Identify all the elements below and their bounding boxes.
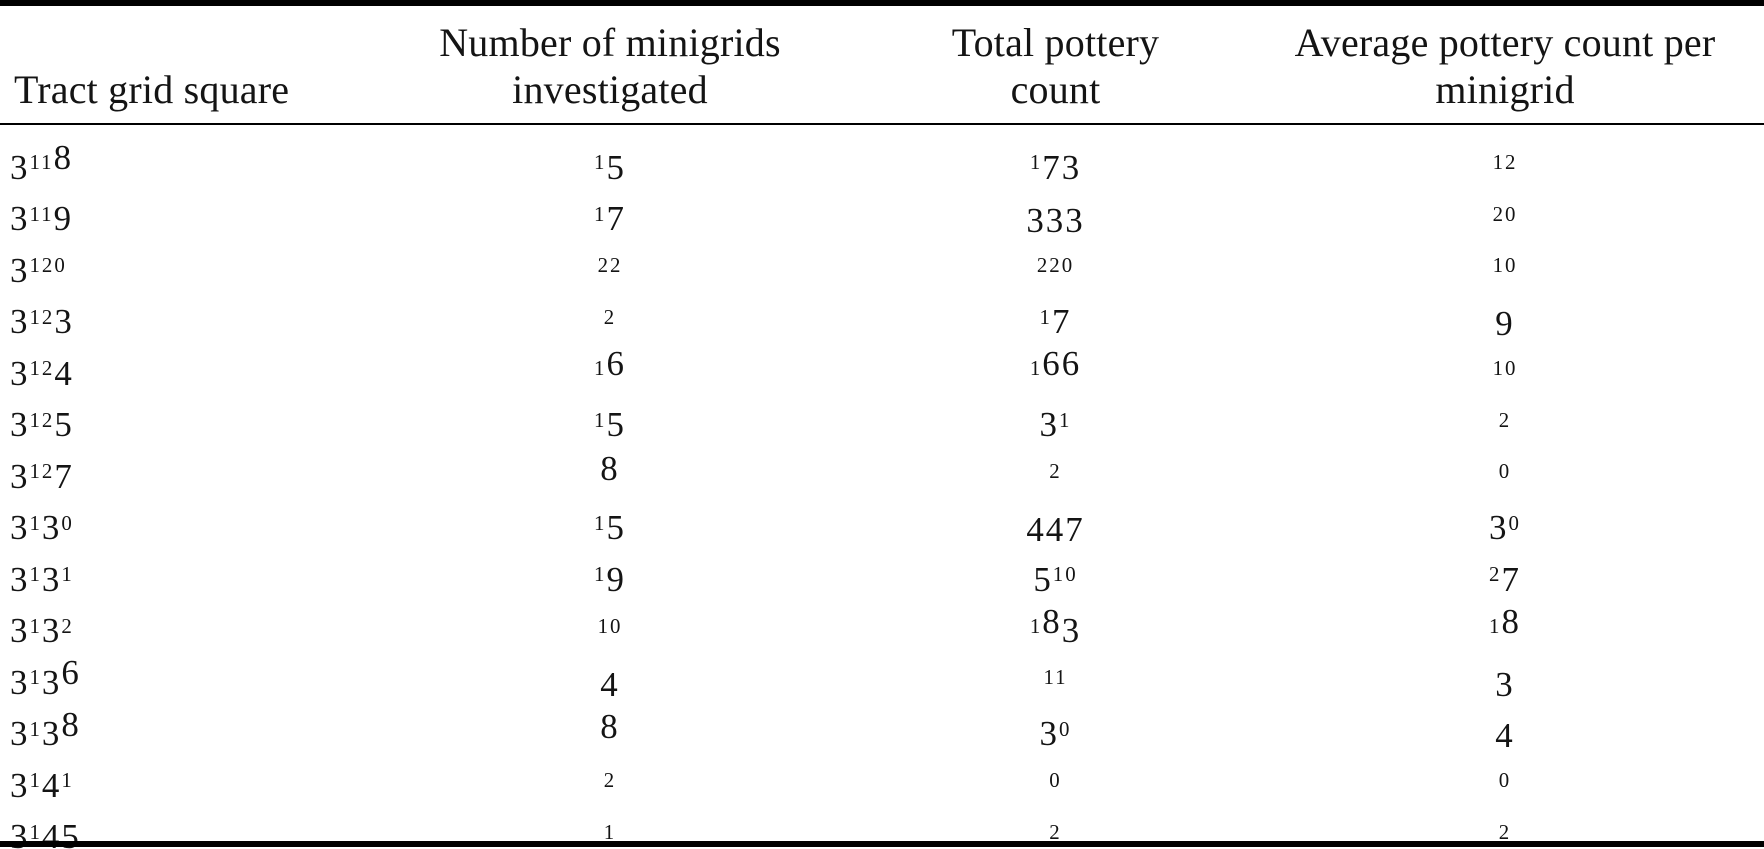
cell-minigrids-investigated: 16 (594, 344, 626, 383)
cell-total-pottery-count: 30 (1039, 714, 1072, 754)
cell-minigrids-investigated: 10 (597, 613, 623, 638)
cell-minigrids-investigated: 15 (594, 147, 626, 187)
table-top-rule (0, 0, 1764, 6)
cell-minigrids-investigated: 22 (597, 253, 623, 277)
table-row: 3141 2 0 0 (0, 752, 1764, 805)
cell-average-pottery-count: 10 (1492, 356, 1518, 380)
cell-total-pottery-count: 31 (1039, 405, 1072, 445)
table-header-row: Tract grid square Number of minigrids in… (0, 6, 1764, 125)
column-header-total-pottery-count: Total pottery count (865, 6, 1246, 125)
cell-minigrids-investigated: 8 (600, 706, 620, 746)
cell-total-pottery-count: 183 (1029, 601, 1082, 651)
cell-tract-grid-square: 3130 (10, 508, 74, 548)
table-row: 3120 22 220 10 (0, 237, 1764, 290)
table-row: 3127 8 2 0 (0, 443, 1764, 496)
pottery-count-table: Tract grid square Number of minigrids in… (0, 6, 1764, 849)
cell-minigrids-investigated: 2 (603, 768, 617, 792)
cell-total-pottery-count: 0 (1049, 768, 1062, 792)
cell-average-pottery-count: 2 (1498, 407, 1512, 432)
cell-average-pottery-count: 10 (1492, 253, 1518, 277)
table-row: 3119 17 333 20 (0, 186, 1764, 241)
table-header: Tract grid square Number of minigrids in… (0, 6, 1764, 125)
cell-total-pottery-count: 2 (1049, 819, 1062, 844)
table-row: 3124 16 166 10 (0, 340, 1764, 393)
table-row: 3132 10 183 18 (0, 598, 1764, 651)
column-header-number-of-minigrids: Number of minigrids investigated (355, 6, 865, 125)
cell-tract-grid-square: 3123 (10, 302, 74, 342)
table-row: 3131 19 510 27 (0, 546, 1764, 599)
cell-average-pottery-count: 4 (1495, 716, 1515, 756)
cell-tract-grid-square: 3125 (10, 405, 74, 445)
cell-tract-grid-square: 3127 (10, 456, 74, 496)
cell-total-pottery-count: 220 (1036, 253, 1075, 277)
cell-total-pottery-count: 447 (1026, 510, 1085, 550)
cell-average-pottery-count: 0 (1498, 459, 1512, 483)
table-row: 3123 2 17 9 (0, 289, 1764, 344)
table-bottom-rule (0, 841, 1764, 847)
table-body: 3118 15 173 12 3119 17 333 20 3120 22 22… (0, 124, 1764, 849)
cell-tract-grid-square: 3131 (10, 559, 74, 599)
cell-average-pottery-count: 3 (1495, 664, 1515, 704)
cell-average-pottery-count: 2 (1498, 819, 1512, 844)
cell-minigrids-investigated: 8 (600, 449, 620, 488)
cell-tract-grid-square: 3120 (10, 250, 67, 290)
table-row: 3138 8 30 4 (0, 701, 1764, 756)
cell-average-pottery-count: 12 (1492, 150, 1518, 174)
table-row: 3118 15 173 12 (0, 124, 1764, 187)
cell-tract-grid-square: 3119 (10, 199, 74, 239)
cell-total-pottery-count: 17 (1039, 302, 1072, 342)
cell-total-pottery-count: 2 (1049, 459, 1062, 483)
table-row: 3125 15 31 2 (0, 392, 1764, 444)
cell-minigrids-investigated: 4 (600, 664, 620, 704)
cell-tract-grid-square: 3124 (10, 353, 74, 393)
cell-minigrids-investigated: 2 (603, 304, 617, 329)
cell-total-pottery-count: 166 (1029, 344, 1082, 383)
cell-tract-grid-square: 3141 (10, 765, 74, 805)
cell-tract-grid-square: 3132 (10, 611, 74, 651)
cell-average-pottery-count: 20 (1492, 201, 1518, 226)
cell-tract-grid-square: 3136 (10, 653, 81, 702)
cell-average-pottery-count: 9 (1495, 304, 1515, 344)
cell-minigrids-investigated: 15 (594, 405, 626, 445)
column-header-average-pottery-count: Average pottery count per minigrid (1246, 6, 1764, 125)
table-row: 3130 15 447 30 (0, 495, 1764, 550)
cell-average-pottery-count: 27 (1489, 559, 1521, 599)
cell-minigrids-investigated: 19 (594, 559, 626, 599)
cell-total-pottery-count: 11 (1043, 665, 1068, 689)
cell-average-pottery-count: 18 (1489, 601, 1521, 641)
cell-minigrids-investigated: 1 (603, 819, 617, 844)
cell-average-pottery-count: 0 (1498, 768, 1512, 792)
cell-tract-grid-square: 3118 (10, 138, 74, 187)
cell-total-pottery-count: 333 (1026, 201, 1085, 241)
cell-average-pottery-count: 30 (1489, 508, 1521, 548)
cell-tract-grid-square: 3138 (10, 704, 81, 754)
cell-minigrids-investigated: 15 (594, 508, 626, 548)
cell-total-pottery-count: 510 (1033, 559, 1078, 599)
column-header-tract-grid-square: Tract grid square (0, 6, 355, 125)
cell-total-pottery-count: 173 (1029, 147, 1082, 187)
cell-minigrids-investigated: 17 (594, 199, 626, 239)
table-row: 3136 4 11 3 (0, 649, 1764, 704)
